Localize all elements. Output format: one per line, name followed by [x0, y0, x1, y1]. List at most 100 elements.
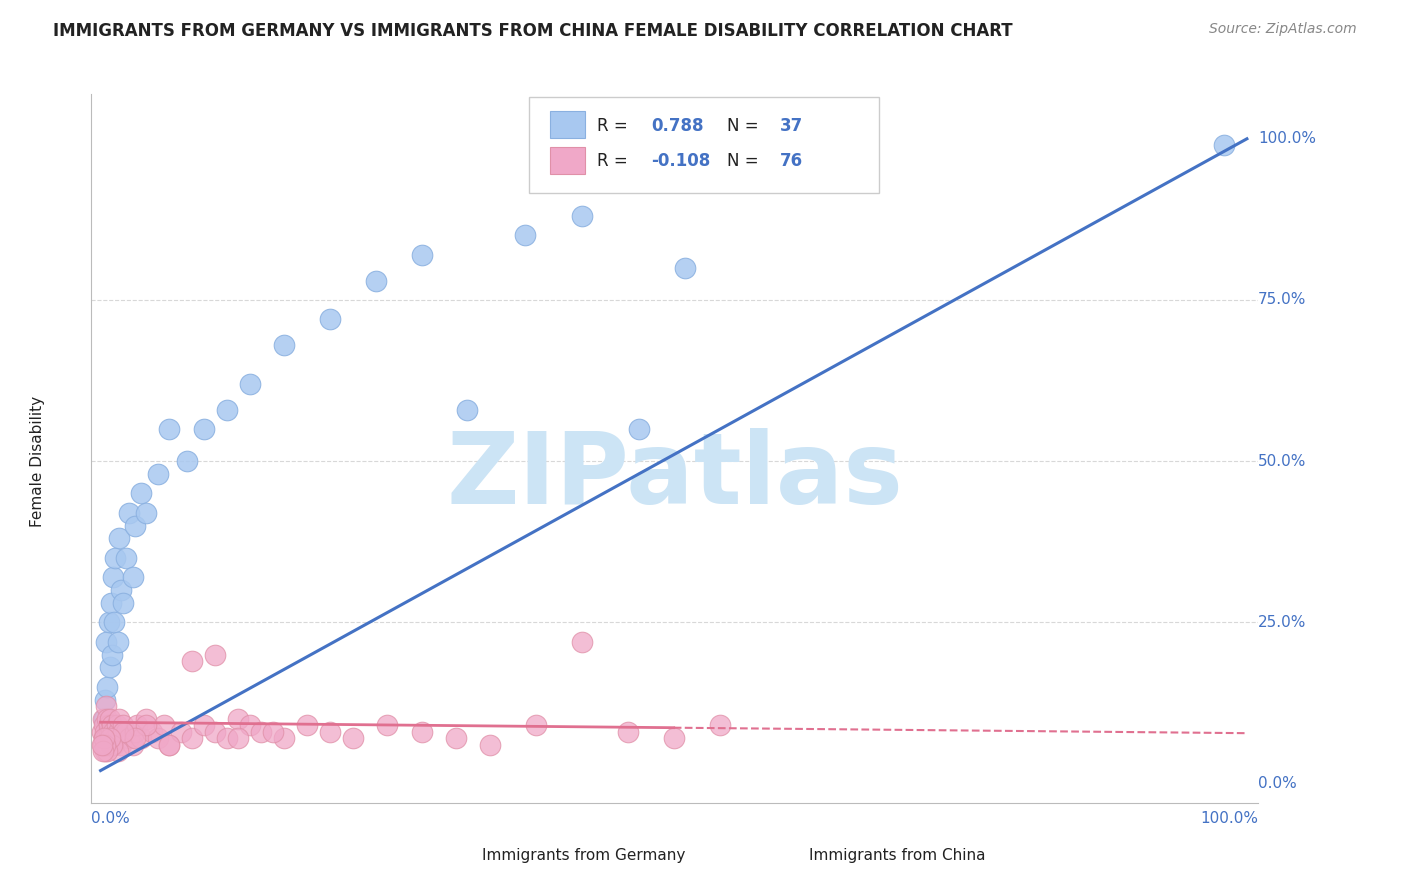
Point [129, 486, 152, 500]
Point [226, 712, 249, 726]
Point [108, 532, 131, 546]
Point [204, 648, 226, 662]
Point [193, 718, 215, 732]
Point [146, 467, 169, 481]
Point [375, 718, 398, 732]
Point [94, 692, 117, 706]
Point [479, 738, 502, 752]
Point [135, 718, 157, 732]
Point [114, 550, 136, 565]
Text: IMMIGRANTS FROM GERMANY VS IMMIGRANTS FROM CHINA FEMALE DISABILITY CORRELATION C: IMMIGRANTS FROM GERMANY VS IMMIGRANTS FR… [53, 22, 1014, 40]
Point [411, 724, 433, 739]
Point [114, 724, 136, 739]
Point [141, 724, 163, 739]
FancyBboxPatch shape [441, 846, 474, 865]
Text: 100.0%: 100.0% [1201, 811, 1258, 825]
FancyBboxPatch shape [529, 97, 879, 193]
Point [110, 583, 132, 598]
Text: 50.0%: 50.0% [1258, 454, 1306, 468]
Point [181, 731, 204, 746]
Text: 25.0%: 25.0% [1258, 615, 1306, 630]
Text: Female Disability: Female Disability [30, 395, 45, 526]
FancyBboxPatch shape [768, 846, 801, 865]
Point [101, 718, 124, 732]
Point [96, 738, 118, 752]
Point [273, 338, 295, 352]
Point [571, 209, 593, 223]
Text: Immigrants from Germany: Immigrants from Germany [482, 847, 686, 863]
Point [226, 731, 249, 746]
Text: 37: 37 [780, 117, 803, 135]
Point [103, 738, 125, 752]
Point [204, 724, 226, 739]
Point [617, 724, 640, 739]
Point [273, 731, 295, 746]
Point [411, 248, 433, 262]
Point [118, 506, 141, 520]
Point [98, 712, 121, 726]
Point [170, 724, 193, 739]
Point [90, 738, 112, 752]
Point [96, 712, 118, 726]
Point [118, 731, 141, 746]
Point [98, 660, 121, 674]
Text: 0.0%: 0.0% [1258, 776, 1296, 791]
Point [181, 654, 204, 668]
Point [90, 724, 112, 739]
FancyBboxPatch shape [550, 147, 585, 174]
Text: Source: ZipAtlas.com: Source: ZipAtlas.com [1209, 22, 1357, 37]
Point [100, 724, 122, 739]
Point [129, 731, 152, 746]
Point [176, 454, 198, 468]
Point [709, 718, 731, 732]
Text: -0.108: -0.108 [651, 152, 711, 170]
Point [456, 402, 478, 417]
Point [146, 731, 169, 746]
Point [112, 596, 135, 610]
Point [100, 738, 122, 752]
Point [250, 724, 273, 739]
Point [104, 731, 127, 746]
Point [98, 731, 121, 746]
Point [127, 718, 149, 732]
Text: 75.0%: 75.0% [1258, 293, 1306, 308]
Point [524, 718, 547, 732]
Point [101, 570, 124, 584]
Point [94, 738, 117, 752]
Point [628, 422, 651, 436]
Point [239, 718, 262, 732]
Point [107, 724, 129, 739]
Point [124, 518, 146, 533]
Point [101, 731, 124, 746]
Point [342, 731, 364, 746]
Point [112, 718, 135, 732]
Point [124, 731, 146, 746]
Point [135, 712, 157, 726]
Point [97, 724, 120, 739]
Point [215, 731, 238, 746]
Point [97, 615, 120, 630]
Point [135, 506, 157, 520]
Point [91, 738, 114, 752]
Point [96, 731, 118, 746]
Point [215, 402, 238, 417]
Point [513, 228, 536, 243]
Point [157, 422, 180, 436]
Point [96, 699, 118, 714]
Point [673, 260, 696, 275]
Point [152, 718, 174, 732]
Text: ZIPatlas: ZIPatlas [447, 428, 903, 525]
Text: R =: R = [596, 152, 633, 170]
Point [100, 596, 122, 610]
Point [239, 376, 262, 391]
Point [103, 615, 125, 630]
Point [1213, 138, 1236, 153]
Point [94, 724, 117, 739]
Point [662, 731, 685, 746]
Point [93, 718, 115, 732]
Point [96, 744, 118, 758]
Point [93, 712, 115, 726]
Point [108, 731, 131, 746]
Point [110, 738, 132, 752]
Point [91, 712, 114, 726]
